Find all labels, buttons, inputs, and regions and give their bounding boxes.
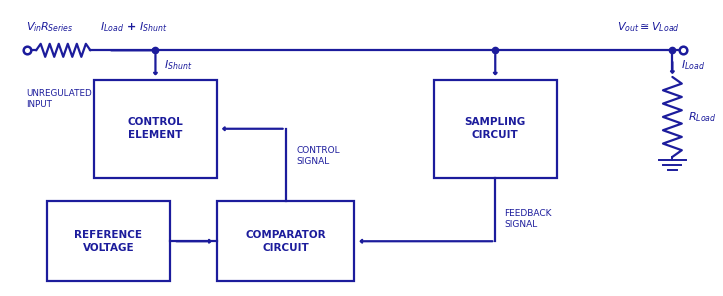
Text: $I_{Shunt}$: $I_{Shunt}$ [164, 58, 192, 72]
Text: CONTROL
ELEMENT: CONTROL ELEMENT [127, 117, 184, 140]
Bar [47, 201, 170, 281]
Text: $V_{out}$$\cong$$V_{Load}$: $V_{out}$$\cong$$V_{Load}$ [617, 20, 680, 34]
Bar [217, 201, 354, 281]
Text: UNREGULATED
INPUT: UNREGULATED INPUT [26, 89, 92, 109]
Text: REFERENCE
VOLTAGE: REFERENCE VOLTAGE [74, 230, 142, 253]
Text: $V_{in}$: $V_{in}$ [26, 20, 42, 34]
Bar [434, 80, 557, 178]
Text: COMPARATOR
CIRCUIT: COMPARATOR CIRCUIT [245, 230, 326, 253]
Text: $I_{Load}$ + $I_{Shunt}$: $I_{Load}$ + $I_{Shunt}$ [100, 20, 168, 34]
Bar [94, 80, 217, 178]
Text: SAMPLING
CIRCUIT: SAMPLING CIRCUIT [465, 117, 526, 140]
Text: $R_{Load}$: $R_{Load}$ [688, 110, 716, 124]
Text: CONTROL
SIGNAL: CONTROL SIGNAL [296, 146, 340, 166]
Text: $I_{Load}$: $I_{Load}$ [681, 58, 705, 72]
Text: FEEDBACK
SIGNAL: FEEDBACK SIGNAL [504, 209, 552, 229]
Text: $R_{Series}$: $R_{Series}$ [40, 20, 73, 34]
